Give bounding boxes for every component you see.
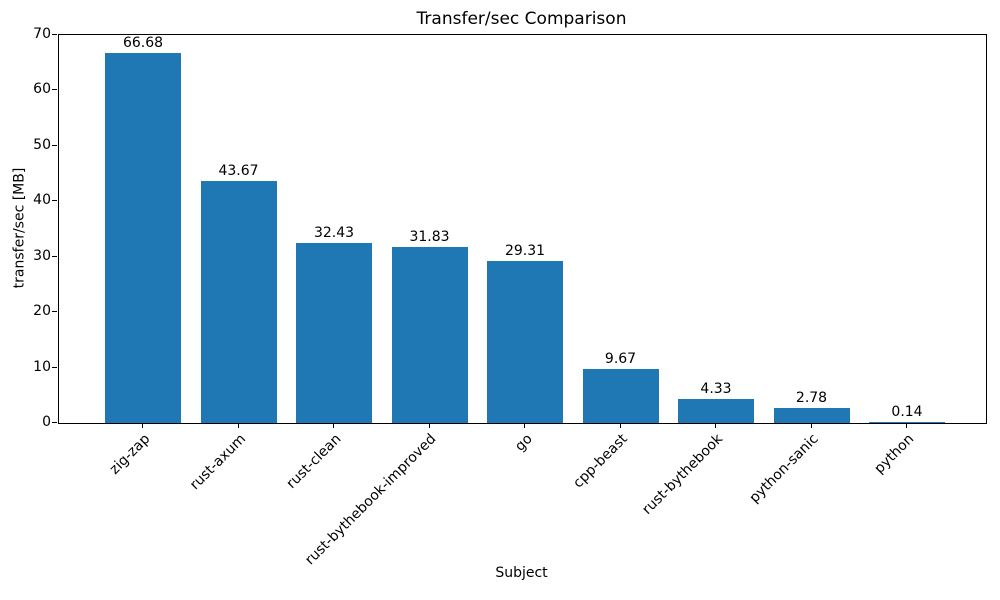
chart-title: Transfer/sec Comparison [416,9,627,29]
bar [296,243,372,423]
bar-value-label: 29.31 [504,242,546,259]
y-tick-mark [52,255,57,257]
plot-area: 66.68 43.67 32.43 31.83 29.31 9.67 4.33 2.78 0.1… [58,34,987,424]
y-tick-label: 30 [33,247,51,264]
bar-value-label: 0.14 [891,404,923,420]
y-tick-mark [52,366,57,368]
y-tick-mark [52,89,57,91]
bar [773,407,850,423]
x-tick-label: go [511,431,536,455]
y-tick-label: 10 [33,358,51,375]
x-tick-label: python [871,431,918,477]
y-tick-mark [52,144,57,146]
bar [869,422,945,423]
x-tick-mark [810,423,812,428]
x-tick-label: rust-axum [186,431,249,494]
y-tick-mark [52,200,57,202]
x-tick-mark [524,423,525,428]
bar [487,260,563,423]
y-tick-label: 20 [33,303,51,320]
x-tick-mark [906,423,907,428]
x-axis-label: Subject [495,565,548,581]
x-tick-label: rust-clean [283,431,345,492]
bar-value-label: 9.67 [604,351,637,368]
x-tick-label: cpp-beast [570,431,631,492]
bar-value-label: 2.78 [795,389,828,406]
y-tick-mark [52,422,57,423]
x-tick-mark [237,423,239,428]
bar-value-label: 43.67 [218,162,259,179]
x-tick-mark [428,423,430,428]
y-tick-label: 0 [42,414,51,430]
y-tick-mark [52,34,57,35]
bar-value-label: 31.83 [409,228,450,245]
bar [391,246,468,423]
y-axis-label: transfer/sec [MB] [11,167,28,289]
y-tick-mark [52,311,57,313]
y-tick-label: 40 [33,192,51,209]
bar-value-label: 66.68 [122,35,164,52]
bar [200,180,277,423]
x-tick-mark [715,423,716,428]
x-tick-mark [333,423,334,428]
y-tick-label: 50 [33,136,51,153]
bar-value-label: 4.33 [700,381,732,397]
x-tick-label: rust-bythebook [639,431,727,518]
bar-value-label: 32.43 [313,225,355,242]
y-tick-label: 60 [33,81,51,98]
bar [678,399,754,423]
x-tick-label: zig-zap [106,431,154,478]
bar [105,53,181,423]
x-tick-mark [142,423,143,428]
y-tick-label: 70 [33,26,51,42]
x-tick-mark [619,423,621,428]
x-tick-label: python-sanic [746,431,822,507]
bar [582,369,659,423]
